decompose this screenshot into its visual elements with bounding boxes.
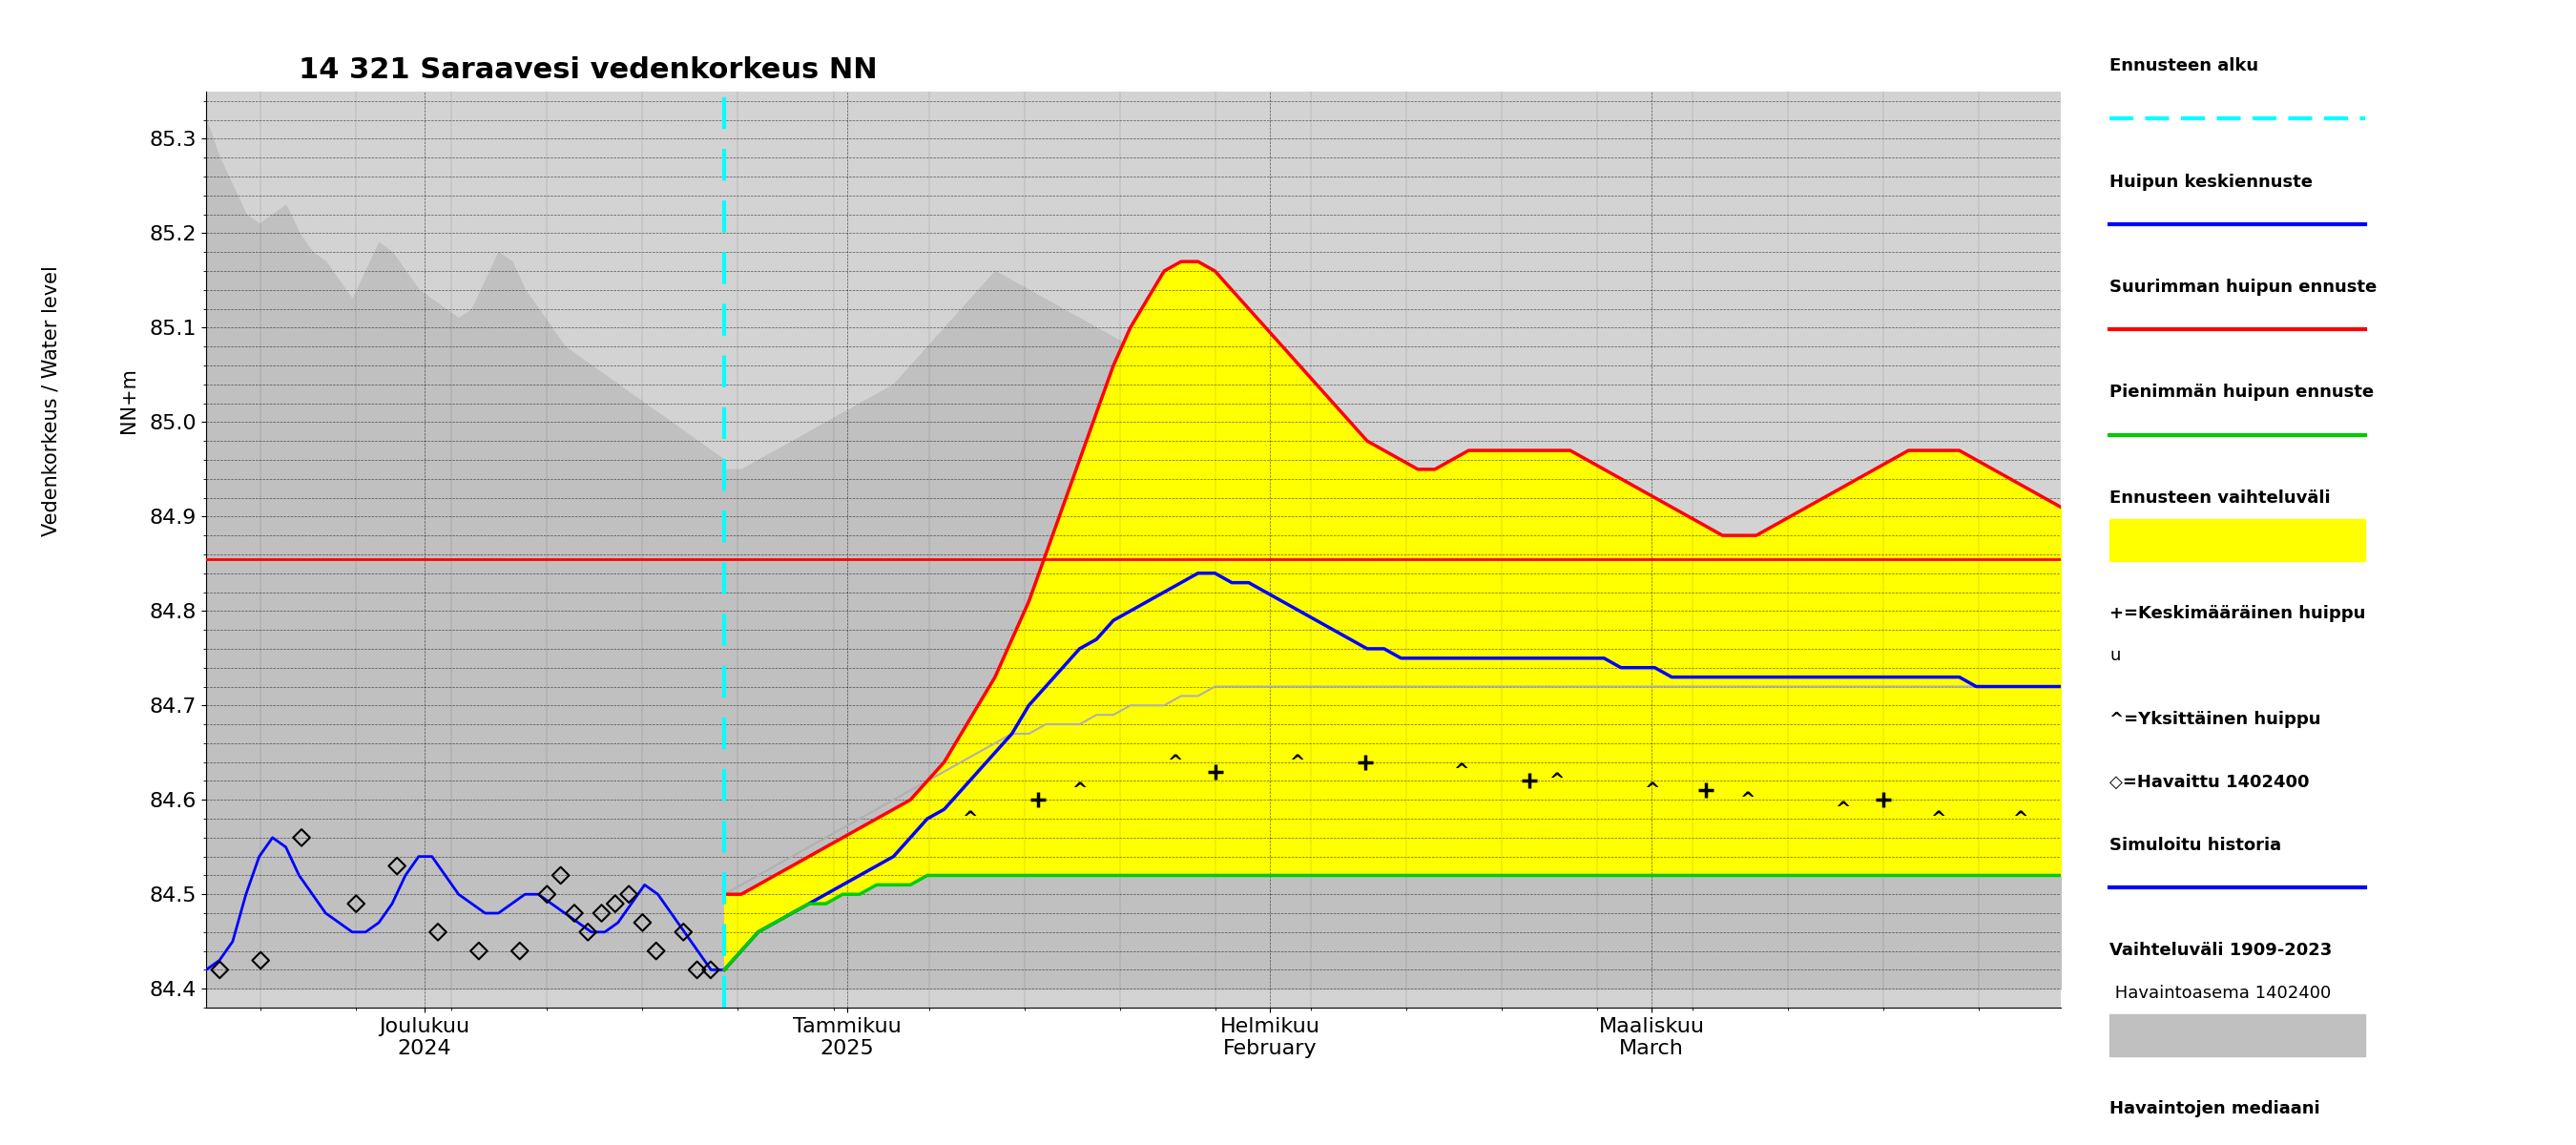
Point (376, 856, 417, 875)
Bar (2110, 519, 2365, 561)
Text: Ennusteen vaihteluväli: Ennusteen vaihteluväli (2110, 489, 2331, 506)
Text: ^: ^ (1167, 753, 1182, 772)
Point (690, 961, 732, 979)
Text: ^: ^ (1548, 772, 1564, 790)
Text: ^: ^ (1929, 810, 1945, 828)
Point (677, 961, 719, 979)
Text: ^: ^ (961, 810, 979, 828)
Text: Vaihteluväli 1909-2023: Vaihteluväli 1909-2023 (2110, 942, 2331, 960)
Text: ^: ^ (1739, 791, 1754, 810)
Point (554, 905, 595, 923)
Text: 14 321 Saraavesi vedenkorkeus NN: 14 321 Saraavesi vedenkorkeus NN (299, 56, 878, 84)
Text: ^: ^ (1834, 800, 1850, 819)
Text: ^: ^ (1453, 763, 1468, 781)
Text: Havaintojen mediaani: Havaintojen mediaani (2110, 1100, 2321, 1118)
Text: ^: ^ (1288, 753, 1306, 772)
Point (541, 867, 582, 885)
Point (240, 951, 281, 970)
Point (281, 829, 322, 847)
Text: ^: ^ (1643, 782, 1659, 800)
Text: +=Keskimääräinen huippu: +=Keskimääräinen huippu (2110, 606, 2365, 623)
Text: Vedenkorkeus / Water level: Vedenkorkeus / Water level (41, 266, 62, 536)
Point (595, 894, 636, 913)
Point (582, 905, 623, 923)
Text: Pienimmän huipun ennuste: Pienimmän huipun ennuste (2110, 384, 2375, 401)
Text: ^: ^ (2012, 810, 2027, 828)
Point (567, 923, 608, 941)
Point (608, 885, 649, 903)
Point (500, 942, 541, 961)
Text: NN+m: NN+m (118, 368, 139, 434)
Text: Simuloitu historia: Simuloitu historia (2110, 837, 2282, 854)
Text: u: u (2110, 647, 2120, 664)
Point (621, 914, 662, 932)
Point (198, 961, 240, 979)
Text: Havaintoasema 1402400: Havaintoasema 1402400 (2110, 985, 2331, 1002)
Text: ^: ^ (1072, 782, 1087, 800)
Point (526, 885, 567, 903)
Point (335, 894, 376, 913)
Text: ^=Yksittäinen huippu: ^=Yksittäinen huippu (2110, 711, 2321, 728)
Bar (2110, 1014, 2365, 1056)
Point (417, 923, 459, 941)
Text: Ennusteen alku: Ennusteen alku (2110, 57, 2259, 74)
Point (459, 942, 500, 961)
Text: Suurimman huipun ennuste: Suurimman huipun ennuste (2110, 278, 2378, 295)
Text: ◇=Havaittu 1402400: ◇=Havaittu 1402400 (2110, 774, 2311, 791)
Point (662, 923, 703, 941)
Text: Huipun keskiennuste: Huipun keskiennuste (2110, 173, 2313, 190)
Point (636, 942, 677, 961)
